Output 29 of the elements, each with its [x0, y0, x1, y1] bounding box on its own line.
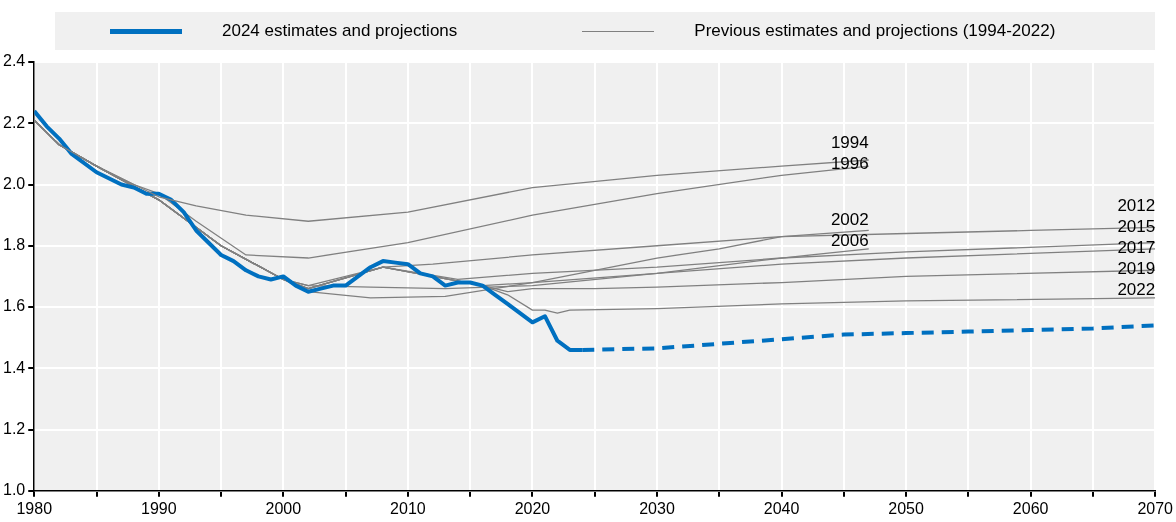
- annotation: 1994: [830, 133, 869, 153]
- x-tick-label: 2030: [639, 499, 675, 517]
- x-tick-label: 2060: [1012, 499, 1049, 517]
- y-tick-label: 2.2: [2, 113, 26, 131]
- annotation: 2017: [1117, 238, 1156, 258]
- y-tick-label: 1.4: [2, 358, 26, 376]
- annotation: 2019: [1117, 259, 1156, 279]
- x-tick-label: 2040: [763, 499, 800, 517]
- annotation: 2006: [830, 230, 869, 250]
- legend-label: 2024 estimates and projections: [222, 21, 458, 41]
- x-tick-label: 1990: [141, 499, 177, 517]
- x-tick-label: 2010: [390, 499, 426, 517]
- y-tick-label: 1.2: [2, 419, 26, 437]
- y-tick-label: 1.0: [2, 481, 26, 499]
- y-tick-label: 2.0: [2, 174, 26, 192]
- y-tick-label: 2.4: [2, 52, 26, 70]
- x-tick-label: 1980: [16, 499, 53, 517]
- x-tick-label: 2020: [514, 499, 551, 517]
- x-tick-label: 2070: [1137, 499, 1174, 517]
- annotation: 2022: [1117, 280, 1156, 300]
- x-tick-label: 2050: [888, 499, 924, 517]
- annotation: 1996: [830, 154, 869, 174]
- y-tick-label: 1.6: [2, 297, 26, 315]
- legend-label: Previous estimates and projections (1994-2022): [694, 21, 1056, 41]
- y-tick-label: 1.8: [2, 236, 26, 254]
- annotation: 2002: [830, 209, 869, 229]
- annotation: 2012: [1117, 196, 1156, 216]
- annotation: 2015: [1117, 217, 1156, 237]
- x-tick-label: 2000: [265, 499, 302, 517]
